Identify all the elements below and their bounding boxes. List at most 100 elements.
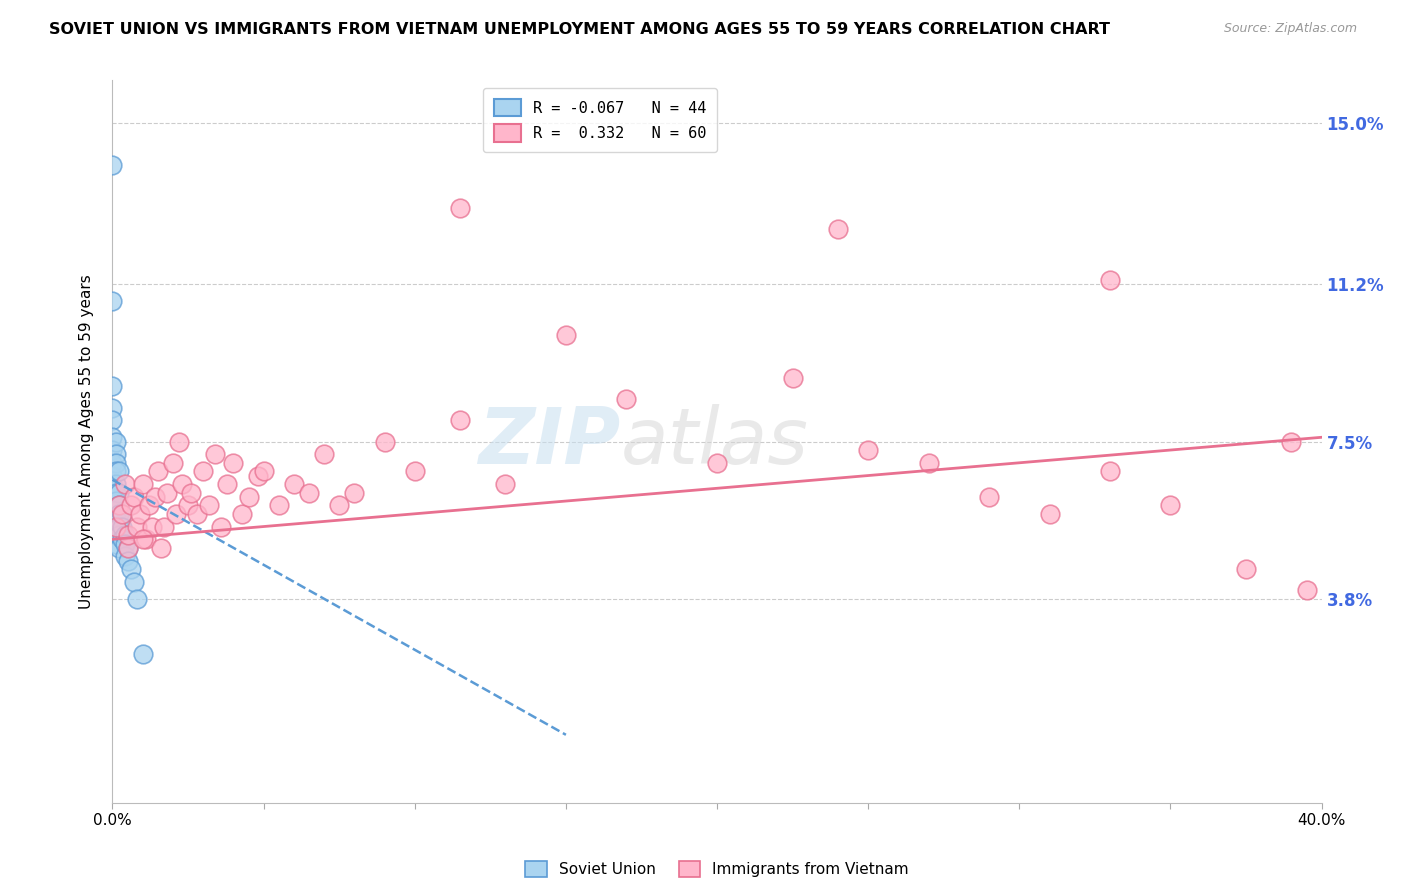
Point [104,464,127,478]
Point [706,456,728,470]
Point [170,477,193,491]
Point [554,328,576,343]
Point [827,222,849,236]
Point [107,498,129,512]
Point [217,477,239,491]
Point [101,507,124,521]
Point [404,464,426,478]
Point [209,519,232,533]
Point [616,392,638,406]
Point [104,434,127,449]
Legend: Soviet Union, Immigrants from Vietnam: Soviet Union, Immigrants from Vietnam [517,854,917,885]
Point [122,574,145,589]
Point [101,477,124,491]
Point [495,477,517,491]
Point [104,502,127,516]
Point [107,485,129,500]
Point [977,490,1000,504]
Point [141,519,163,533]
Point [117,541,139,555]
Point [104,511,127,525]
Text: Source: ZipAtlas.com: Source: ZipAtlas.com [1223,22,1357,36]
Point [104,536,127,550]
Point [146,464,169,478]
Point [191,464,214,478]
Point [132,533,155,547]
Point [101,430,124,444]
Point [101,498,124,512]
Point [231,507,253,521]
Point [918,456,941,470]
Point [149,541,172,555]
Point [138,498,160,512]
Point [114,549,136,564]
Point [101,401,124,415]
Point [101,490,124,504]
Point [143,490,166,504]
Point [198,498,221,512]
Point [238,490,260,504]
Point [101,468,124,483]
Point [449,413,471,427]
Point [114,536,136,550]
Point [128,507,150,521]
Point [101,158,124,172]
Text: ZIP: ZIP [478,403,620,480]
Point [374,434,396,449]
Point [114,477,136,491]
Point [122,490,145,504]
Point [120,498,142,512]
Point [177,498,200,512]
Point [107,528,129,542]
Point [283,477,305,491]
Point [104,456,127,470]
Point [186,507,208,521]
Point [1295,583,1317,598]
Point [117,541,139,555]
Point [101,443,124,458]
Point [449,201,471,215]
Point [180,485,202,500]
Point [104,519,127,533]
Point [125,519,148,533]
Point [101,456,124,470]
Point [1038,507,1062,521]
Point [132,647,155,661]
Point [101,379,124,393]
Point [167,434,190,449]
Point [107,541,129,555]
Point [104,528,127,542]
Point [1098,273,1121,287]
Text: atlas: atlas [620,403,808,480]
Y-axis label: Unemployment Among Ages 55 to 59 years: Unemployment Among Ages 55 to 59 years [79,274,94,609]
Point [165,507,187,521]
Point [101,294,124,309]
Point [162,456,184,470]
Point [107,464,129,478]
Point [267,498,290,512]
Point [1234,562,1257,576]
Point [117,553,139,567]
Point [1098,464,1121,478]
Point [104,447,127,461]
Point [246,468,269,483]
Point [135,533,157,547]
Point [104,519,127,533]
Point [204,447,226,461]
Point [101,413,124,427]
Point [222,456,245,470]
Point [117,528,139,542]
Point [782,371,804,385]
Point [110,507,132,521]
Point [104,485,127,500]
Point [110,507,132,521]
Point [314,447,336,461]
Text: SOVIET UNION VS IMMIGRANTS FROM VIETNAM UNEMPLOYMENT AMONG AGES 55 TO 59 YEARS C: SOVIET UNION VS IMMIGRANTS FROM VIETNAM … [49,22,1111,37]
Point [132,477,155,491]
Point [1159,498,1181,512]
Point [298,485,321,500]
Point [343,485,366,500]
Point [156,485,179,500]
Point [114,528,136,542]
Point [107,519,129,533]
